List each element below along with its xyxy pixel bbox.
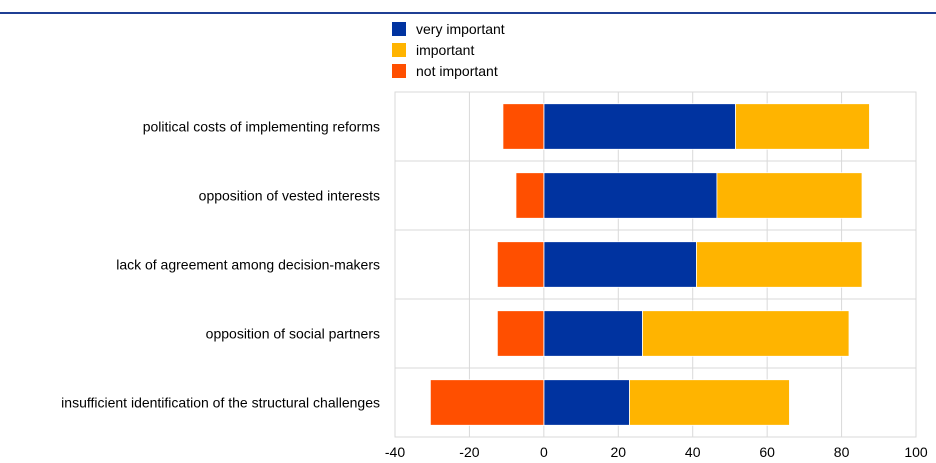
bar-not-important-1 [515,172,545,219]
bar-important-1 [716,172,863,219]
bar-important-3 [642,310,850,357]
top-rule [0,12,936,14]
category-label: political costs of implementing reforms [143,119,380,135]
x-tick-label: -40 [385,444,405,460]
x-tick-label: 80 [834,444,850,460]
bar-important-0 [735,103,870,150]
bar-important-2 [696,241,863,288]
category-label: lack of agreement among decision-makers [116,257,380,273]
category-label: opposition of social partners [206,326,380,342]
x-tick-label: 20 [610,444,626,460]
legend-item-very-important: very important [392,18,505,39]
x-tick-label: 0 [540,444,548,460]
bar-very-important-1 [543,172,718,219]
bar-very-important-3 [543,310,643,357]
bar-important-4 [629,379,790,426]
category-label: opposition of vested interests [199,188,380,204]
bar-not-important-4 [429,379,545,426]
legend-swatch-very-important [392,21,406,36]
bar-not-important-0 [502,103,545,150]
legend-item-important: important [392,39,505,60]
x-tick-label: 60 [759,444,775,460]
bar-very-important-4 [543,379,630,426]
legend-label-very-important: very important [416,20,505,37]
legend-label-not-important: not important [416,62,498,79]
legend-item-not-important: not important [392,60,505,81]
bar-not-important-2 [496,241,545,288]
legend: very important important not important [392,18,505,81]
legend-label-important: important [416,41,475,58]
bar-very-important-0 [543,103,736,150]
legend-swatch-important [392,42,406,57]
bar-very-important-2 [543,241,697,288]
legend-swatch-not-important [392,63,406,78]
bar-not-important-3 [496,310,545,357]
x-tick-label: 100 [904,444,928,460]
x-tick-label: 40 [685,444,701,460]
category-label: insufficient identification of the struc… [61,395,380,411]
x-tick-label: -20 [459,444,479,460]
